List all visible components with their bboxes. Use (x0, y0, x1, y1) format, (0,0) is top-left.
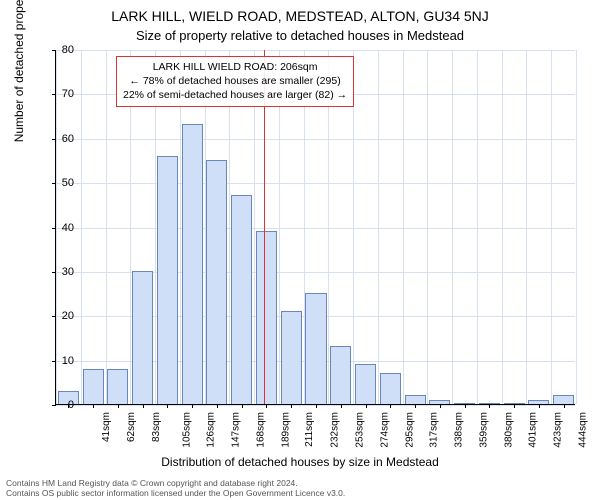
histogram-bar (528, 400, 549, 404)
histogram-bar (380, 373, 401, 404)
gridline-horizontal (56, 183, 575, 184)
histogram-bar (504, 403, 525, 404)
histogram-bar (454, 403, 475, 404)
x-tick-label: 41sqm (101, 412, 112, 442)
y-tick-label: 50 (44, 177, 74, 189)
y-axis-label: Number of detached properties (12, 0, 26, 142)
x-tick-label: 295sqm (404, 412, 415, 448)
histogram-bar (231, 195, 252, 404)
y-tick-label: 30 (44, 266, 74, 278)
x-tick-label: 211sqm (304, 412, 315, 447)
x-tick-mark (266, 404, 267, 408)
gridline-horizontal (56, 228, 575, 229)
x-tick-mark (489, 404, 490, 408)
gridline-vertical (551, 50, 552, 404)
histogram-bar (281, 311, 302, 404)
x-tick-mark (415, 404, 416, 408)
x-tick-mark (366, 404, 367, 408)
y-tick-label: 20 (44, 310, 74, 322)
histogram-bar (132, 271, 153, 404)
gridline-vertical (106, 50, 107, 404)
y-tick-label: 40 (44, 222, 74, 234)
gridline-vertical (452, 50, 453, 404)
gridline-vertical (378, 50, 379, 404)
annotation-line: 22% of semi-detached houses are larger (… (123, 88, 347, 102)
gridline-vertical (403, 50, 404, 404)
y-tick-label: 60 (44, 133, 74, 145)
x-tick-mark (514, 404, 515, 408)
x-tick-label: 338sqm (454, 412, 465, 448)
x-tick-mark (316, 404, 317, 408)
x-tick-mark (118, 404, 119, 408)
footer-line-2: Contains OS public sector information li… (6, 488, 345, 498)
gridline-vertical (477, 50, 478, 404)
x-axis-label: Distribution of detached houses by size … (0, 455, 600, 469)
x-tick-mark (564, 404, 565, 408)
footer-line-1: Contains HM Land Registry data © Crown c… (6, 478, 345, 488)
histogram-bar (355, 364, 376, 404)
property-size-histogram: LARK HILL, WIELD ROAD, MEDSTEAD, ALTON, … (0, 0, 600, 500)
x-tick-label: 359sqm (478, 412, 489, 448)
attribution-footer: Contains HM Land Registry data © Crown c… (6, 478, 345, 498)
x-tick-mark (440, 404, 441, 408)
annotation-line: LARK HILL WIELD ROAD: 206sqm (123, 60, 347, 74)
histogram-bar (83, 369, 104, 405)
histogram-bar (553, 395, 574, 404)
gridline-vertical (526, 50, 527, 404)
x-tick-label: 253sqm (355, 412, 366, 448)
x-tick-mark (217, 404, 218, 408)
gridline-vertical (81, 50, 82, 404)
x-tick-mark (390, 404, 391, 408)
x-tick-label: 317sqm (429, 412, 440, 448)
x-tick-mark (341, 404, 342, 408)
histogram-bar (305, 293, 326, 404)
gridline-horizontal (56, 50, 575, 51)
histogram-bar (405, 395, 426, 404)
x-tick-label: 274sqm (379, 412, 390, 448)
x-tick-mark (143, 404, 144, 408)
x-tick-label: 126sqm (206, 412, 217, 448)
x-tick-label: 423sqm (553, 412, 564, 448)
y-tick-label: 10 (44, 355, 74, 367)
x-tick-mark (192, 404, 193, 408)
x-tick-mark (167, 404, 168, 408)
annotation-box: LARK HILL WIELD ROAD: 206sqm← 78% of det… (116, 56, 354, 107)
x-tick-mark (539, 404, 540, 408)
x-tick-label: 168sqm (256, 412, 267, 448)
plot-area: LARK HILL WIELD ROAD: 206sqm← 78% of det… (55, 50, 575, 405)
y-tick-label: 0 (44, 399, 74, 411)
x-tick-label: 105sqm (181, 412, 192, 448)
annotation-line: ← 78% of detached houses are smaller (29… (123, 74, 347, 88)
histogram-bar (182, 124, 203, 404)
histogram-bar (479, 403, 500, 404)
histogram-bar (157, 156, 178, 405)
x-tick-mark (242, 404, 243, 408)
x-tick-label: 444sqm (577, 412, 588, 448)
x-tick-mark (291, 404, 292, 408)
y-tick-label: 80 (44, 44, 74, 56)
chart-title-main: LARK HILL, WIELD ROAD, MEDSTEAD, ALTON, … (0, 8, 600, 24)
x-tick-label: 62sqm (126, 412, 137, 442)
histogram-bar (107, 369, 128, 405)
x-tick-label: 189sqm (280, 412, 291, 448)
gridline-horizontal (56, 139, 575, 140)
x-tick-label: 232sqm (330, 412, 341, 448)
x-tick-label: 401sqm (528, 412, 539, 448)
x-tick-mark (93, 404, 94, 408)
x-tick-mark (465, 404, 466, 408)
histogram-bar (206, 160, 227, 404)
y-tick-label: 70 (44, 88, 74, 100)
histogram-bar (429, 400, 450, 404)
gridline-vertical (427, 50, 428, 404)
gridline-vertical (576, 50, 577, 404)
chart-title-sub: Size of property relative to detached ho… (0, 28, 600, 43)
x-tick-label: 147sqm (231, 412, 242, 448)
x-tick-label: 83sqm (151, 412, 162, 442)
histogram-bar (330, 346, 351, 404)
histogram-bar (256, 231, 277, 404)
x-tick-label: 380sqm (503, 412, 514, 448)
gridline-vertical (502, 50, 503, 404)
